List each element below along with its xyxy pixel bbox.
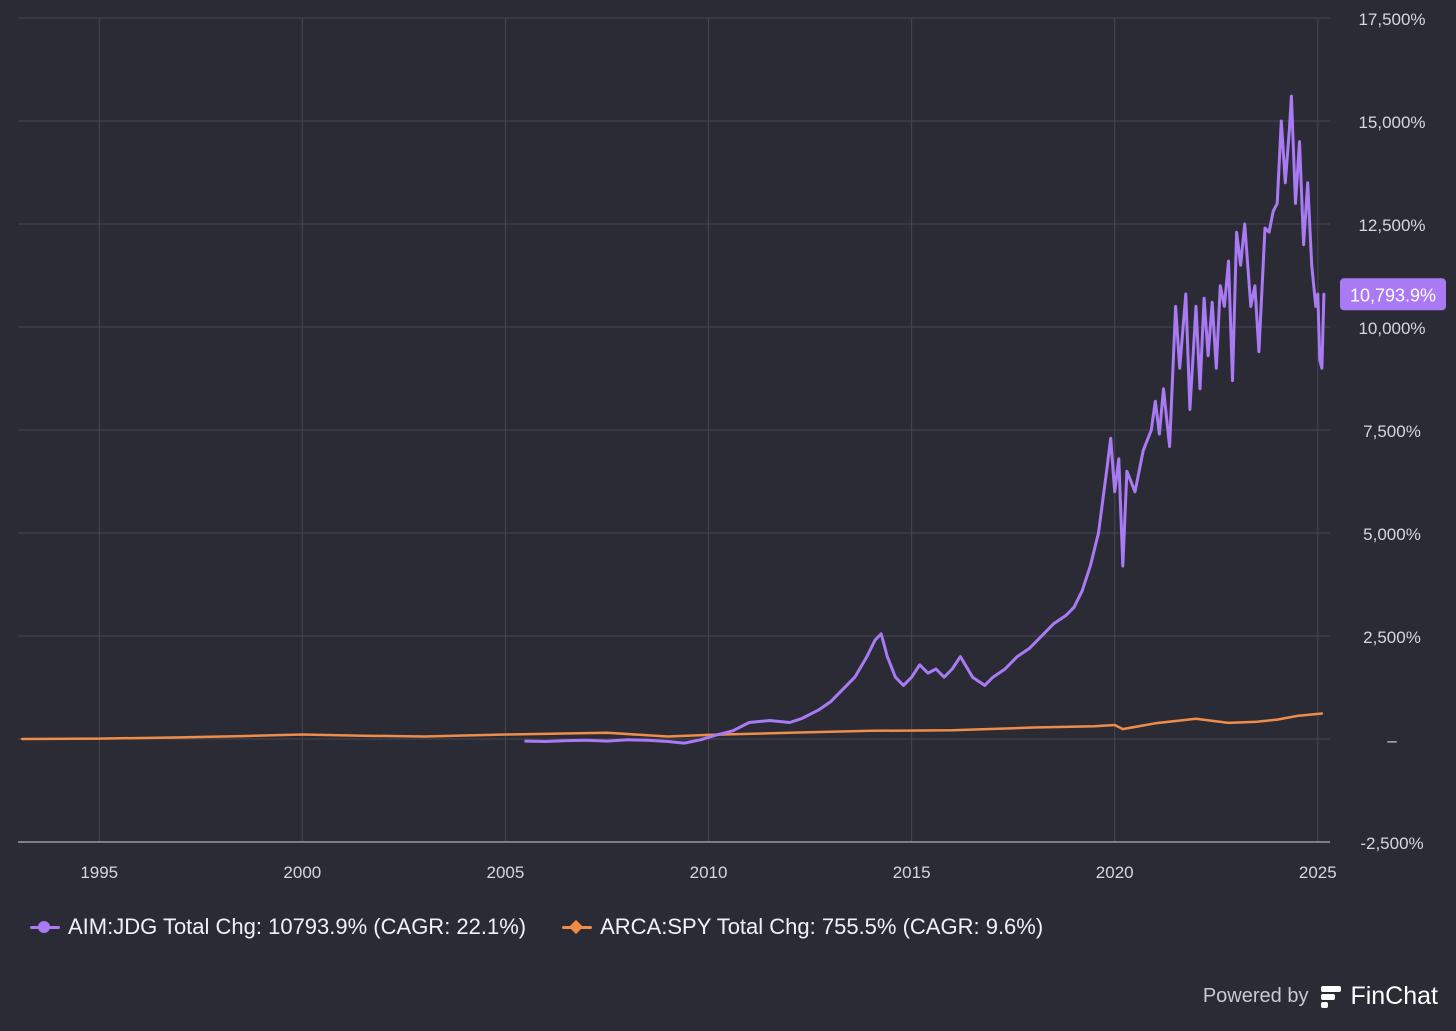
brand-link[interactable]: FinChat (1318, 982, 1438, 1011)
x-tick-label: 2005 (487, 863, 525, 882)
last-value-label: 10,793.9% (1350, 285, 1436, 305)
brand-name: FinChat (1350, 982, 1438, 1010)
y-tick-label: 17,500% (1358, 10, 1425, 29)
chart-legend: AIM:JDG Total Chg: 10793.9% (CAGR: 22.1%… (30, 914, 1043, 940)
legend-label-jdg: AIM:JDG Total Chg: 10793.9% (CAGR: 22.1%… (68, 914, 527, 939)
series-lines (20, 94, 1326, 745)
x-tick-label: 2020 (1096, 863, 1134, 882)
finchat-logo-icon (1321, 985, 1342, 1008)
y-tick-label: 7,500% (1363, 422, 1421, 441)
y-tick-label: – (1387, 731, 1397, 750)
x-tick-label: 2010 (690, 863, 728, 882)
powered-by-text: Powered by (1202, 985, 1309, 1007)
line-chart: -2,500% – 2,500% 5,000% 7,500% 10,000% 12,500%… (18, 10, 1446, 882)
axes: -2,500% – 2,500% 5,000% 7,500% 10,000% 12,500%… (18, 10, 1426, 882)
circle-marker-icon (30, 918, 60, 936)
legend-label-spy: ARCA:SPY Total Chg: 755.5% (CAGR: 9.6%) (600, 914, 1044, 939)
y-tick-label: 10,000% (1358, 319, 1425, 338)
series-line-spy (20, 712, 1324, 741)
y-tick-label: 15,000% (1358, 113, 1425, 132)
grid-lines (18, 17, 1330, 843)
legend-item-spy[interactable]: ARCA:SPY Total Chg: 755.5% (CAGR: 9.6%) (562, 914, 1043, 940)
diamond-marker-icon (562, 918, 593, 936)
x-tick-label: 2000 (283, 863, 321, 882)
attribution: Powered by FinChat (1203, 982, 1438, 1011)
x-tick-label: 1995 (80, 863, 118, 882)
legend-item-jdg[interactable]: AIM:JDG Total Chg: 10793.9% (CAGR: 22.1%… (30, 914, 526, 940)
series-line-jdg (524, 94, 1326, 745)
y-tick-label: 12,500% (1358, 216, 1425, 235)
y-tick-label: 2,500% (1363, 628, 1421, 647)
x-tick-label: 2025 (1299, 863, 1337, 882)
x-tick-label: 2015 (893, 863, 931, 882)
last-value-badge (1340, 278, 1446, 311)
y-tick-label: 5,000% (1363, 525, 1421, 544)
value-label-group: 10,793.9% (1340, 278, 1446, 311)
y-tick-label: -2,500% (1360, 834, 1423, 853)
